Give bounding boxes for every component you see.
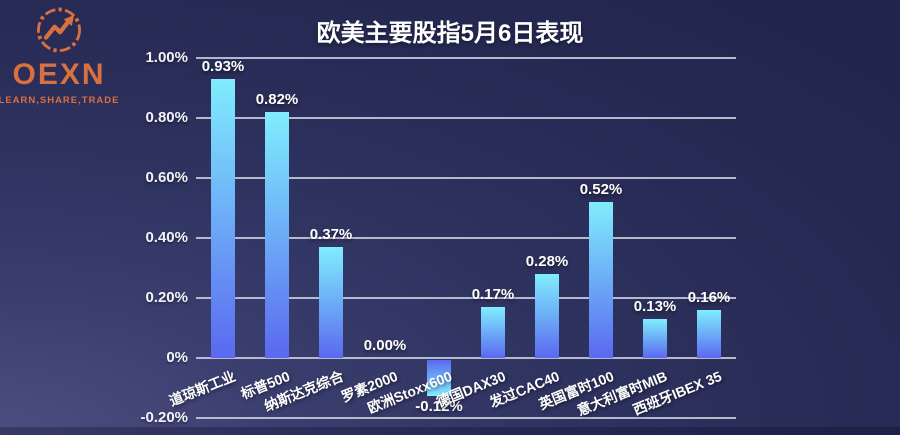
bar — [427, 360, 451, 396]
brand-tagline: LEARN,SHARE,TRADE — [0, 95, 120, 106]
bar-value-label: 0.16% — [687, 289, 731, 306]
y-axis-tick-label: 0.80% — [145, 109, 188, 126]
brand-logo: OEXN LEARN,SHARE,TRADE — [0, 4, 119, 106]
brand-name: OEXN — [12, 58, 106, 91]
bar — [211, 79, 235, 358]
bar — [481, 307, 505, 358]
bar — [319, 247, 343, 358]
x-axis-tick-label: 道琼斯工业 — [166, 367, 238, 409]
gridline — [196, 357, 736, 359]
y-axis-tick-label: 0% — [166, 349, 188, 366]
bar-value-label: 0.52% — [579, 181, 623, 198]
chart-title: 欧美主要股指5月6日表现 — [316, 20, 584, 47]
gridline — [196, 417, 736, 419]
trend-arrow-icon — [36, 7, 82, 53]
bar — [265, 112, 289, 358]
gridline — [196, 297, 736, 299]
bar-value-label: -0.12% — [415, 398, 463, 415]
y-axis-tick-label: 0.20% — [145, 289, 188, 306]
gridline — [196, 117, 736, 119]
y-axis-tick-label: 1.00% — [145, 49, 188, 66]
bar-value-label: 0.82% — [255, 91, 299, 108]
gridline — [196, 57, 736, 59]
bar-value-label: 0.37% — [309, 226, 353, 243]
y-axis-tick-label: -0.20% — [140, 409, 188, 426]
y-axis-tick-label: 0.60% — [145, 169, 188, 186]
bar — [589, 202, 613, 358]
bar-value-label: 0.00% — [363, 337, 407, 354]
bar — [643, 319, 667, 358]
bar-value-label: 0.93% — [201, 58, 245, 75]
bottom-band-decoration — [0, 427, 900, 435]
bar — [535, 274, 559, 358]
bar-value-label: 0.13% — [633, 298, 677, 315]
bar — [697, 310, 721, 358]
bar-value-label: 0.28% — [525, 253, 569, 270]
bar-value-label: 0.17% — [471, 286, 515, 303]
gridline — [196, 237, 736, 239]
gridline — [196, 177, 736, 179]
y-axis-tick-label: 0.40% — [145, 229, 188, 246]
